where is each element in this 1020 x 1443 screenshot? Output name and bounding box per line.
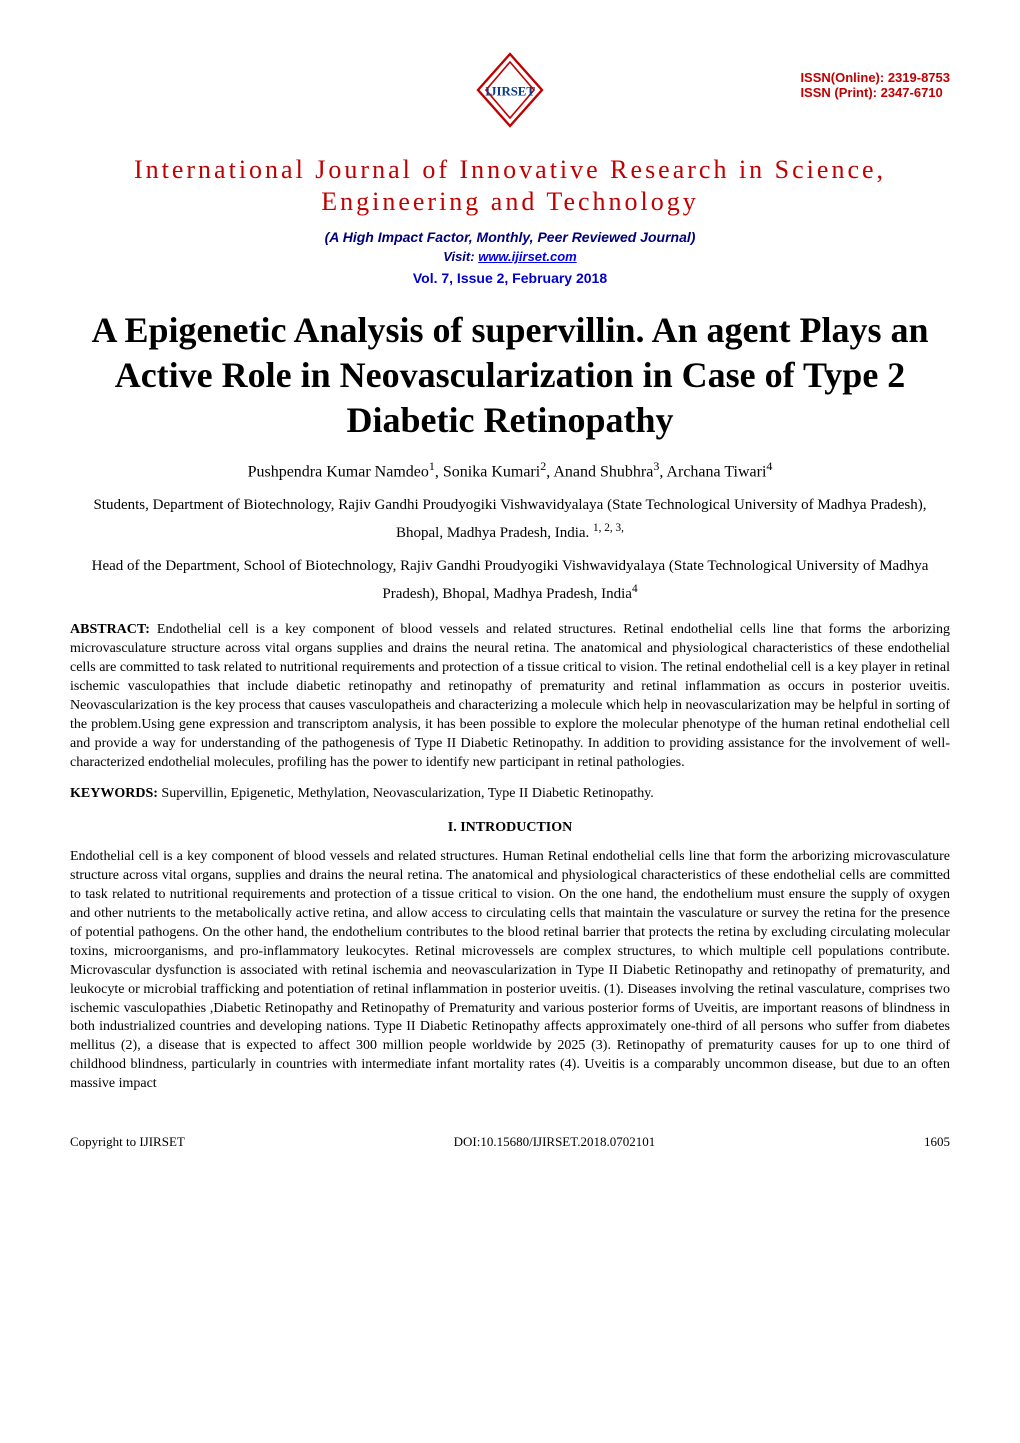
abstract-label: ABSTRACT: <box>70 622 150 637</box>
svg-text:IJIRSET: IJIRSET <box>485 85 535 99</box>
visit-line: Visit: www.ijirset.com <box>70 249 950 264</box>
journal-tagline: (A High Impact Factor, Monthly, Peer Rev… <box>70 229 950 245</box>
authors: Pushpendra Kumar Namdeo1, Sonika Kumari2… <box>70 459 950 481</box>
header-row: IJIRSET ISSN(Online): 2319-8753 ISSN (Pr… <box>70 50 950 135</box>
visit-link[interactable]: www.ijirset.com <box>478 249 577 264</box>
keywords-block: KEYWORDS: Supervillin, Epigenetic, Methy… <box>70 786 950 802</box>
affiliation-2: Head of the Department, School of Biotec… <box>70 554 950 607</box>
footer-page-number: 1605 <box>924 1134 950 1150</box>
affiliation-1: Students, Department of Biotechnology, R… <box>70 493 950 546</box>
section-heading-intro: I. INTRODUCTION <box>70 820 950 836</box>
journal-logo: IJIRSET <box>470 50 550 135</box>
logo-icon: IJIRSET <box>470 50 550 130</box>
keywords-text: Supervillin, Epigenetic, Methylation, Ne… <box>158 786 654 801</box>
journal-name-line1: International Journal of Innovative Rese… <box>70 155 950 185</box>
footer-doi: DOI:10.15680/IJIRSET.2018.0702101 <box>454 1134 656 1150</box>
abstract-text: Endothelial cell is a key component of b… <box>70 622 950 769</box>
footer-copyright: Copyright to IJIRSET <box>70 1134 185 1150</box>
issn-print: ISSN (Print): 2347-6710 <box>800 85 950 100</box>
page-footer: Copyright to IJIRSET DOI:10.15680/IJIRSE… <box>70 1134 950 1150</box>
issue-line: Vol. 7, Issue 2, February 2018 <box>70 270 950 286</box>
issn-online: ISSN(Online): 2319-8753 <box>800 70 950 85</box>
visit-label: Visit: <box>443 249 478 264</box>
intro-text: Endothelial cell is a key component of b… <box>70 848 950 1094</box>
issn-block: ISSN(Online): 2319-8753 ISSN (Print): 23… <box>800 70 950 100</box>
abstract-block: ABSTRACT: Endothelial cell is a key comp… <box>70 621 950 772</box>
journal-name-line2: Engineering and Technology <box>70 187 950 217</box>
paper-title: A Epigenetic Analysis of supervillin. An… <box>70 308 950 443</box>
keywords-label: KEYWORDS: <box>70 786 158 801</box>
